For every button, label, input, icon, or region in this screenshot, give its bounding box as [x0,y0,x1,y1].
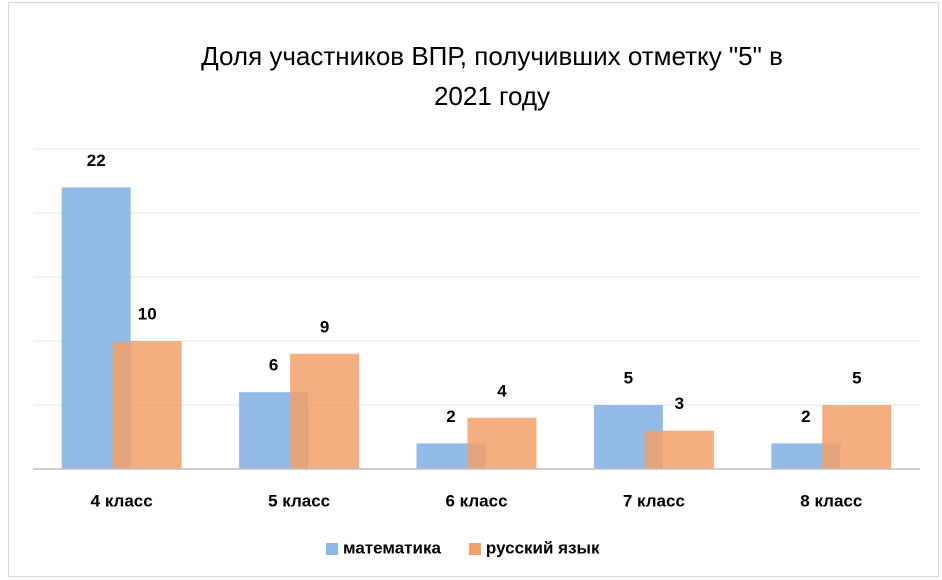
legend-swatch [326,543,338,555]
bar [290,353,360,469]
data-label: 5 [852,368,861,387]
data-label: 4 [497,381,507,400]
data-label: 2 [801,407,810,426]
data-label: 5 [624,368,633,387]
data-label: 10 [138,304,157,323]
x-tick-label: 7 класс [623,491,685,510]
bar [822,405,892,469]
chart-border [8,2,939,577]
chart-title: 2021 году [434,81,550,111]
chart-title: Доля участников ВПР, получивших отметку … [201,41,783,71]
bar [467,417,537,469]
legend-label: русский язык [486,538,600,557]
x-tick-label: 6 класс [445,491,507,510]
data-label: 2 [446,407,455,426]
x-tick-label: 5 класс [268,491,330,510]
legend-swatch [468,543,481,555]
bar [644,430,714,469]
data-label: 6 [269,356,278,375]
x-tick-label: 4 класс [91,491,153,510]
data-label: 3 [675,394,684,413]
data-label: 9 [320,317,329,336]
x-tick-label: 8 класс [800,491,862,510]
legend-label: математика [343,538,441,557]
data-label: 22 [87,151,106,170]
bar [112,341,182,469]
